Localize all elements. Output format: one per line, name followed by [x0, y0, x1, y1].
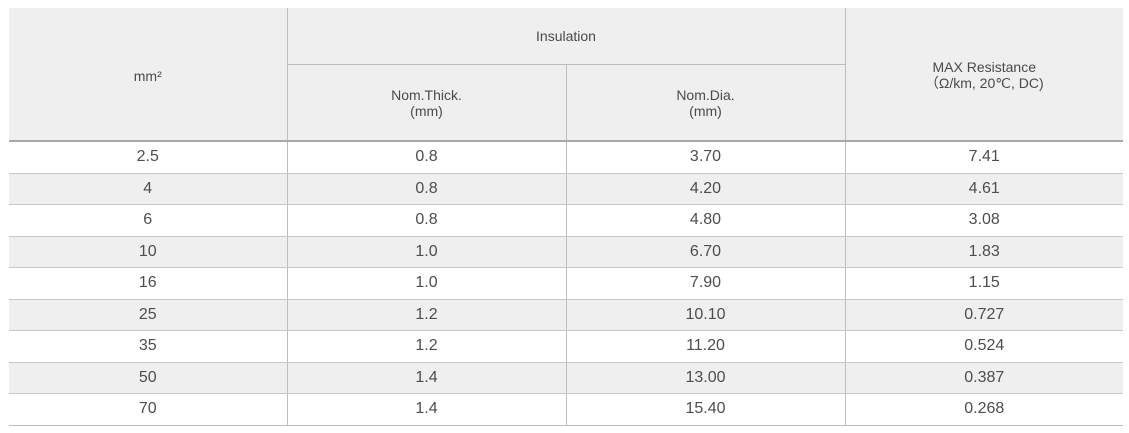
cell-max-resistance: 1.83	[845, 236, 1123, 268]
table-row: 10 1.0 6.70 1.83	[9, 236, 1123, 268]
header-dia-line2: (mm)	[689, 102, 722, 119]
cell-nom-dia: 10.10	[566, 299, 846, 331]
table-row: 50 1.4 13.00 0.387	[9, 362, 1123, 394]
cell-max-resistance: 1.15	[845, 267, 1123, 300]
cell-nom-thick: 0.8	[287, 173, 567, 205]
header-insulation-label: Insulation	[536, 28, 596, 44]
table-row: 70 1.4 15.40 0.268	[9, 393, 1123, 426]
table-row: 6 0.8 4.80 3.08	[9, 204, 1123, 237]
cell-nom-dia: 13.00	[566, 362, 846, 394]
header-thick-line1: Nom.Thick.	[391, 86, 462, 103]
cell-max-resistance: 0.524	[845, 330, 1123, 363]
table-row: 4 0.8 4.20 4.61	[9, 173, 1123, 205]
cell-size: 50	[9, 362, 288, 394]
cell-size: 10	[9, 236, 288, 268]
cell-nom-thick: 1.2	[287, 299, 567, 331]
cell-max-resistance: 7.41	[845, 141, 1123, 174]
cell-nom-dia: 4.20	[566, 173, 846, 205]
table-row: 2.5 0.8 3.70 7.41	[9, 141, 1123, 174]
cell-max-resistance: 0.387	[845, 362, 1123, 394]
header-max-resistance: MAX Resistance （Ω/km, 20℃, DC)	[845, 8, 1123, 142]
header-nom-thick: Nom.Thick. (mm)	[287, 64, 567, 142]
table-body: 2.5 0.8 3.70 7.41 4 0.8 4.20 4.61 6 0.8 4.80 3.08…	[9, 141, 1123, 426]
header-insulation: Insulation	[287, 8, 846, 65]
cell-size: 70	[9, 393, 288, 426]
cell-max-resistance: 0.268	[845, 393, 1123, 426]
header-res-line2: （Ω/km, 20℃, DC)	[924, 75, 1044, 91]
cell-nom-thick: 1.2	[287, 330, 567, 363]
header-res-line1: MAX Resistance	[932, 59, 1036, 75]
cell-size: 16	[9, 267, 288, 300]
cell-nom-dia: 15.40	[566, 393, 846, 426]
table-row: 16 1.0 7.90 1.15	[9, 267, 1123, 300]
cell-nom-thick: 0.8	[287, 204, 567, 237]
cell-nom-dia: 11.20	[566, 330, 846, 363]
header-nom-dia: Nom.Dia. (mm)	[566, 64, 846, 142]
table-row: 25 1.2 10.10 0.727	[9, 299, 1123, 331]
spec-table: mm² Insulation MAX Resistance （Ω/km, 20℃…	[9, 8, 1123, 426]
cell-size: 25	[9, 299, 288, 331]
cell-nom-thick: 1.4	[287, 393, 567, 426]
cell-size: 4	[9, 173, 288, 205]
header-dia-line1: Nom.Dia.	[676, 86, 735, 103]
cell-nom-thick: 1.0	[287, 236, 567, 268]
cell-nom-dia: 4.80	[566, 204, 846, 237]
cell-nom-dia: 6.70	[566, 236, 846, 268]
cell-nom-dia: 7.90	[566, 267, 846, 300]
cell-size: 6	[9, 204, 288, 237]
header-size-label: mm²	[133, 68, 162, 84]
cell-size: 2.5	[9, 141, 288, 174]
header-thick-line2: (mm)	[410, 102, 443, 119]
header-size: mm²	[9, 8, 288, 142]
table-row: 35 1.2 11.20 0.524	[9, 330, 1123, 363]
cell-nom-dia: 3.70	[566, 141, 846, 174]
cell-max-resistance: 0.727	[845, 299, 1123, 331]
cell-size: 35	[9, 330, 288, 363]
cell-nom-thick: 1.4	[287, 362, 567, 394]
cell-max-resistance: 3.08	[845, 204, 1123, 237]
cell-max-resistance: 4.61	[845, 173, 1123, 205]
table-header: mm² Insulation MAX Resistance （Ω/km, 20℃…	[9, 8, 1123, 142]
cell-nom-thick: 0.8	[287, 141, 567, 174]
cell-nom-thick: 1.0	[287, 267, 567, 300]
